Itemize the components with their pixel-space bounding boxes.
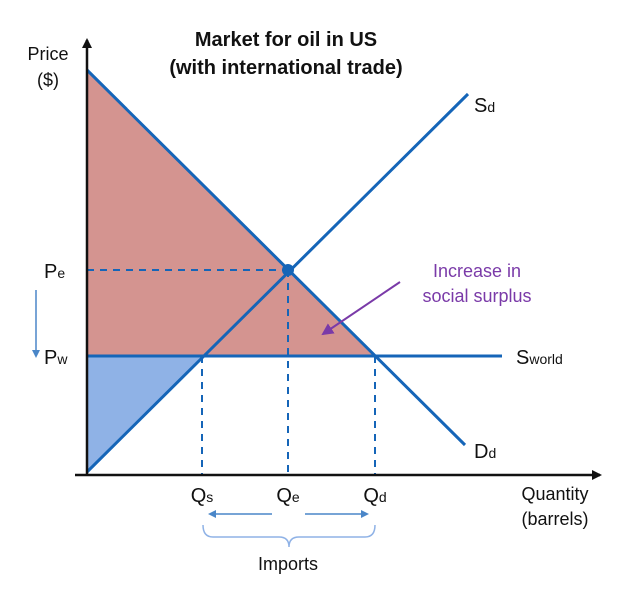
pe-main: P	[44, 261, 57, 283]
quantity-label-qe: Qe	[276, 485, 300, 507]
sworld-main: S	[516, 347, 529, 369]
qs-sub: s	[206, 489, 213, 505]
price-label-pw: Pw	[44, 347, 68, 369]
annotation-arrow	[321, 281, 401, 336]
demand-curve	[85, 68, 467, 447]
qd-sub: d	[379, 489, 387, 505]
pe-sub: e	[57, 265, 65, 281]
annotation-line1: Increase in	[433, 261, 521, 281]
world-supply-label: Sworld	[516, 347, 563, 369]
x-axis-label-line1: Quantity	[521, 484, 588, 504]
supply-curve-label: Sd	[474, 95, 495, 117]
chart-title-line1: Market for oil in US	[195, 29, 377, 51]
sd-main: S	[474, 95, 487, 117]
chart-title-line2: (with international trade)	[169, 57, 402, 79]
quantity-label-qs: Qs	[191, 485, 214, 507]
demand-curve-label: Dd	[474, 441, 496, 463]
dd-main: D	[474, 441, 488, 463]
sworld-sub: world	[528, 351, 562, 367]
pw-sub: w	[56, 351, 68, 367]
y-axis-label-line1: Price	[27, 44, 68, 64]
supply-curve	[85, 92, 470, 474]
qe-sub: e	[292, 489, 300, 505]
quantity-label-qd: Qd	[363, 485, 386, 507]
guide-lines	[87, 269, 376, 475]
y-axis-label-line2: ($)	[37, 70, 59, 90]
qs-main: Q	[191, 485, 207, 507]
qd-main: Q	[363, 485, 379, 507]
imports-brace	[202, 524, 376, 548]
pw-main: P	[44, 347, 57, 369]
x-axis-label-line2: (barrels)	[521, 509, 588, 529]
sd-sub: d	[487, 99, 495, 115]
annotation-line2: social surplus	[422, 286, 531, 306]
imports-label: Imports	[258, 554, 318, 574]
dd-sub: d	[488, 445, 496, 461]
price-label-pe: Pe	[44, 261, 65, 283]
qe-main: Q	[276, 485, 292, 507]
equilibrium-point	[282, 264, 294, 276]
